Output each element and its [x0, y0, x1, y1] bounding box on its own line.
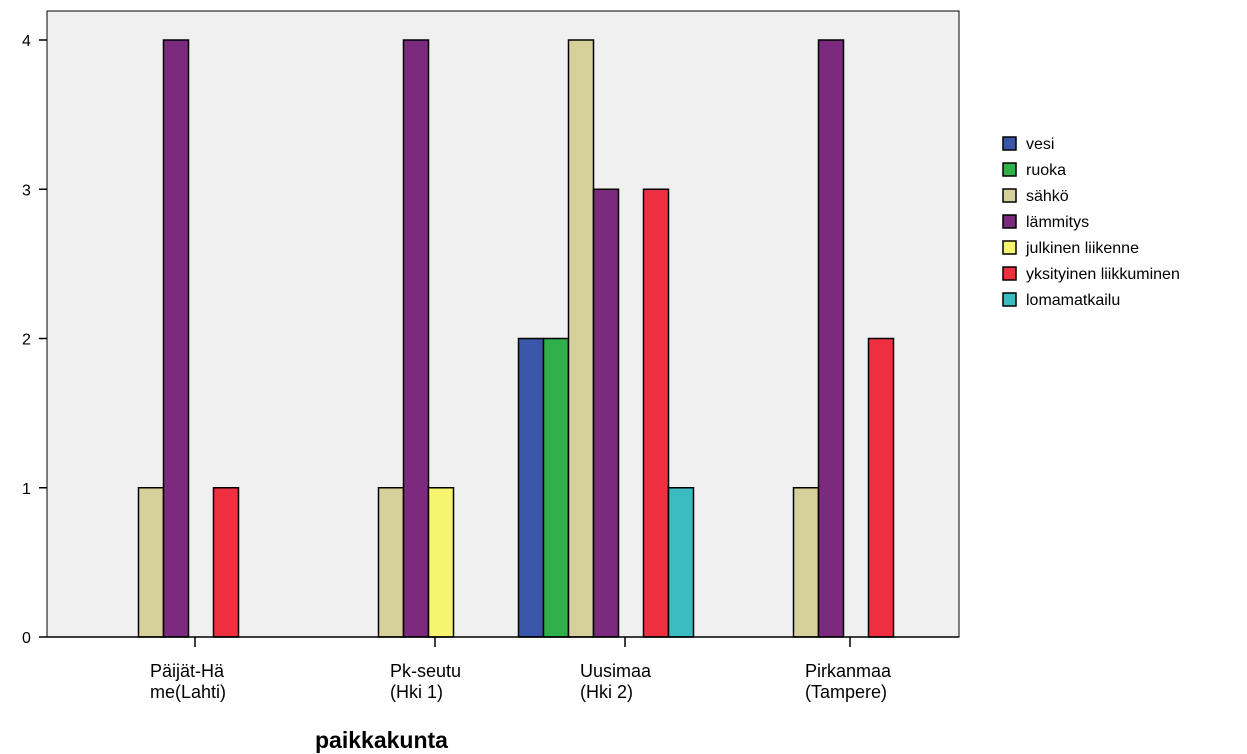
- legend-label: yksityinen liikkuminen: [1026, 266, 1180, 283]
- legend-label: lomamatkailu: [1026, 292, 1120, 309]
- x-tick-label: (Hki 1): [390, 682, 443, 702]
- bar-sähkö-3: [792, 487, 820, 638]
- x-tick-label: Uusimaa: [580, 661, 652, 681]
- legend-swatch: [1002, 266, 1017, 281]
- legend-label: julkinen liikenne: [1025, 240, 1139, 257]
- x-axis-title: paikkakunta: [315, 727, 448, 753]
- bar-lomamatkailu-2: [667, 487, 695, 638]
- bar-yksityinen-liikkuminen-2: [642, 188, 670, 638]
- bar-lämmitys-3: [817, 39, 845, 638]
- legend-swatch: [1002, 136, 1017, 151]
- bar-yksityinen-liikkuminen-3: [867, 337, 895, 638]
- bar-yksityinen-liikkuminen-0: [212, 487, 240, 638]
- bar-lämmitys-2: [592, 188, 620, 638]
- y-tick-label: 4: [22, 33, 31, 50]
- bar-julkinen-liikenne-1: [427, 487, 455, 638]
- bar-vesi-2: [517, 337, 545, 638]
- x-tick-label: (Hki 2): [580, 682, 633, 702]
- legend-label: lämmitys: [1026, 214, 1089, 231]
- legend-label: ruoka: [1026, 162, 1066, 179]
- y-tick-label: 2: [22, 332, 31, 349]
- bar-sähkö-0: [137, 487, 165, 638]
- bar-sähkö-1: [377, 487, 405, 638]
- bar-sähkö-2: [567, 39, 595, 638]
- legend-swatch: [1002, 240, 1017, 255]
- bar-lämmitys-0: [162, 39, 190, 638]
- legend-label: sähkö: [1026, 188, 1069, 205]
- legend-swatch: [1002, 214, 1017, 229]
- y-tick-label: 1: [22, 481, 31, 498]
- legend-swatch: [1002, 188, 1017, 203]
- y-axis: 0 1 2 3 4: [22, 33, 48, 647]
- bars-group: [137, 39, 895, 638]
- x-tick-label: Päijät-Hä: [150, 661, 225, 681]
- y-tick-label: 0: [22, 630, 31, 647]
- bar-lämmitys-1: [402, 39, 430, 638]
- legend-swatch: [1002, 292, 1017, 307]
- legend: vesi ruoka sähkö lämmitys julkinen liikenne y…: [1002, 136, 1180, 309]
- legend-swatch: [1002, 162, 1017, 177]
- x-tick-label: Pk-seutu: [390, 661, 461, 681]
- x-tick-label: (Tampere): [805, 682, 887, 702]
- bar-ruoka-2: [542, 337, 570, 638]
- legend-label: vesi: [1026, 136, 1054, 153]
- x-tick-label: me(Lahti): [150, 682, 226, 702]
- y-tick-label: 3: [22, 182, 31, 199]
- x-tick-label: Pirkanmaa: [805, 661, 892, 681]
